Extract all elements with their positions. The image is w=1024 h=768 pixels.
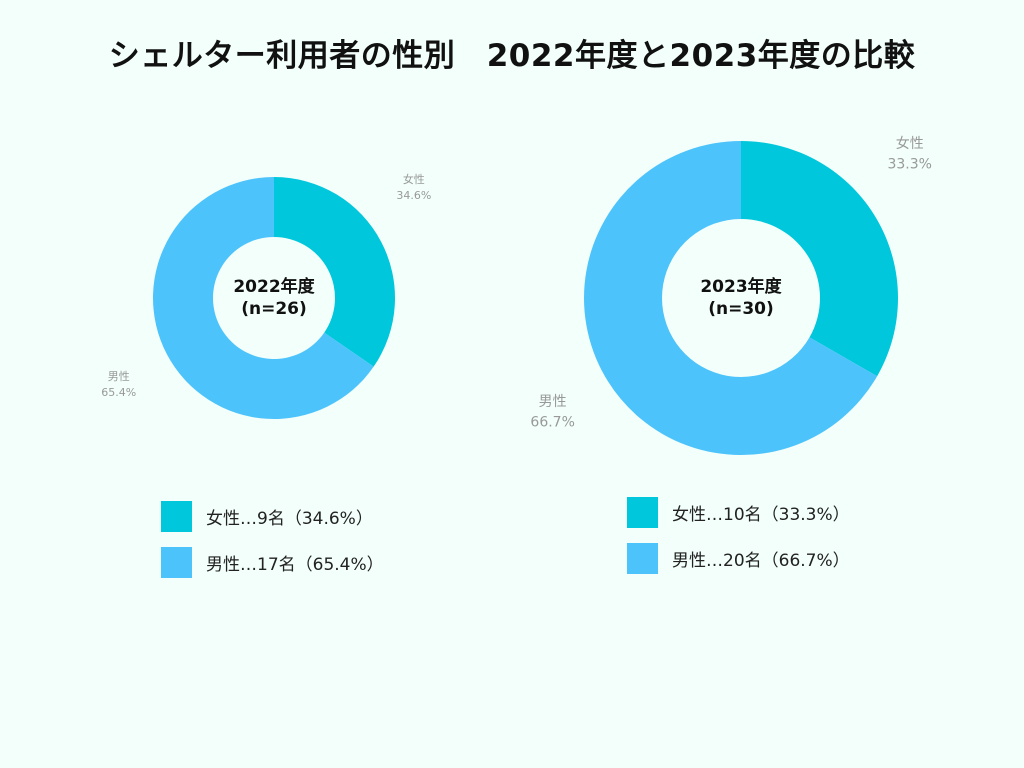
legend-swatch-male <box>627 542 658 574</box>
legend-item-female-2022: 女性…9名（34.6%） <box>161 500 384 532</box>
slice-label-name: 男性 <box>539 394 567 410</box>
legend-label: 男性…20名（66.7%） <box>672 550 850 571</box>
legend-2022: 女性…9名（34.6%） 男性…17名（65.4%） <box>161 500 384 592</box>
legend-swatch-female <box>627 496 658 528</box>
legend-label: 女性…10名（33.3%） <box>672 504 850 525</box>
slice-label-percent: 33.3% <box>887 156 931 172</box>
slice-label-name: 女性 <box>896 135 924 152</box>
slice-label-name: 男性 <box>108 369 130 383</box>
donut-slice-female <box>274 177 395 367</box>
legend-item-male-2023: 男性…20名（66.7%） <box>627 542 850 574</box>
center-label: 2022年度 <box>233 276 315 297</box>
slice-label-percent: 65.4% <box>101 386 136 399</box>
chart-title: シェルター利用者の性別 2022年度と2023年度の比較 <box>108 38 916 74</box>
center-label: (n=26) <box>241 299 307 319</box>
legend-item-female-2023: 女性…10名（33.3%） <box>627 496 850 528</box>
legend-2023: 女性…10名（33.3%） 男性…20名（66.7%） <box>627 496 850 588</box>
slice-label-percent: 34.6% <box>396 189 431 202</box>
legend-swatch-female <box>161 500 192 532</box>
legend-item-male-2022: 男性…17名（65.4%） <box>161 546 384 578</box>
donut-slice-male <box>152 177 374 419</box>
legend-label: 女性…9名（34.6%） <box>206 508 373 529</box>
donut-slice-male <box>584 141 878 455</box>
legend-label: 男性…17名（65.4%） <box>206 554 384 575</box>
slice-label-percent: 66.7% <box>530 414 574 430</box>
slice-label-name: 女性 <box>403 172 425 186</box>
donut-slice-female <box>741 141 899 377</box>
center-label: 2023年度 <box>700 276 782 297</box>
legend-swatch-male <box>161 546 192 578</box>
center-label: (n=30) <box>708 299 774 319</box>
